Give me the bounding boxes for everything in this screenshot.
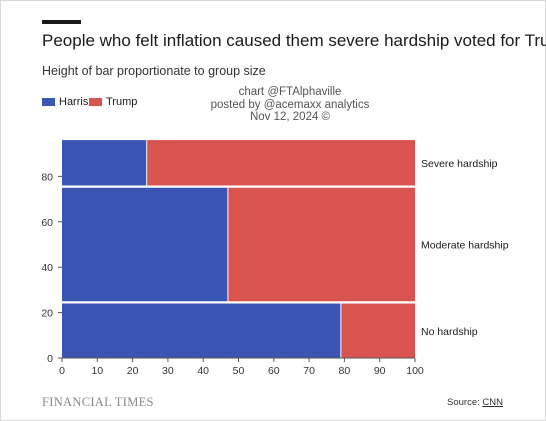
bar-trump-moderate-hardship [227, 187, 415, 302]
legend-item-harris: Harris [42, 96, 88, 108]
category-label-no-hardship: No hardship [421, 326, 478, 338]
y-tick-label: 80 [41, 171, 53, 183]
ft-logo: FINANCIAL TIMES [42, 395, 154, 409]
attribution-watermark: chart @FTAlphaville posted by @acemaxx a… [200, 86, 380, 124]
category-label-severe-hardship: Severe hardship [421, 158, 498, 170]
source-label: Source: [447, 397, 480, 408]
legend-item-trump: Trump [89, 96, 137, 108]
x-tick-label: 70 [303, 365, 315, 377]
axes-group: 0 10 20 30 40 50 60 70 80 90 100 0 20 40 60 80 [41, 171, 424, 377]
source-link[interactable]: CNN [482, 397, 503, 408]
header-accent-bar [42, 20, 81, 24]
y-tick-label: 0 [47, 353, 53, 365]
x-tick-label: 60 [268, 365, 280, 377]
x-tick-label: 100 [406, 365, 424, 377]
bar-harris-severe-hardship [62, 140, 147, 186]
bars-group [62, 140, 415, 358]
bar-trump-severe-hardship [146, 140, 415, 186]
bar-trump-no-hardship [340, 303, 415, 358]
x-tick-label: 50 [233, 365, 245, 377]
category-label-moderate-hardship: Moderate hardship [421, 240, 509, 252]
legend-label-trump: Trump [106, 96, 138, 108]
x-tick-label: 80 [339, 365, 351, 377]
category-labels-group: No hardship Moderate hardship Severe hards… [421, 158, 509, 338]
x-tick-label: 90 [374, 365, 386, 377]
y-tick-label: 40 [41, 262, 53, 274]
source-credit: Source: CNN [447, 397, 503, 408]
bar-harris-moderate-hardship [62, 187, 228, 302]
legend-label-harris: Harris [59, 96, 89, 108]
x-tick-label: 10 [91, 365, 103, 377]
attribution-line-2: posted by @acemaxx analytics [210, 98, 370, 111]
x-tick-label: 0 [59, 365, 65, 377]
legend-swatch-harris [42, 98, 55, 106]
bar-harris-no-hardship [62, 303, 341, 358]
y-tick-label: 60 [41, 217, 53, 229]
chart-subtitle: Height of bar proportionate to group siz… [42, 64, 266, 78]
attribution-line-1: chart @FTAlphaville [238, 86, 342, 98]
x-tick-label: 20 [127, 365, 139, 377]
y-tick-label: 20 [41, 308, 53, 320]
chart-title: People who felt inflation caused them se… [42, 31, 546, 50]
attribution-line-3: Nov 12, 2024 © [249, 111, 331, 123]
x-tick-label: 40 [197, 365, 209, 377]
x-tick-label: 30 [162, 365, 174, 377]
legend-swatch-trump [89, 98, 102, 106]
